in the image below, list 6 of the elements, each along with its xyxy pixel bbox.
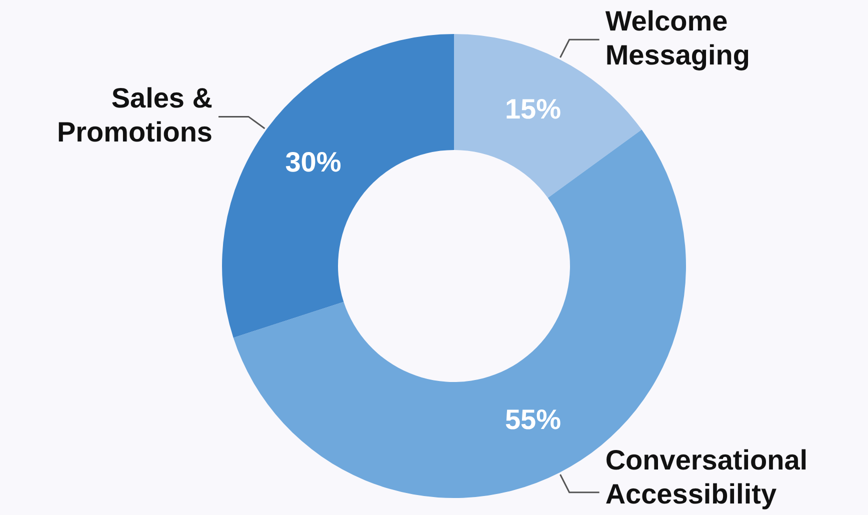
slice-label: Sales & Promotions — [56, 82, 213, 148]
data-label: 30% — [285, 146, 342, 178]
data-label: 15% — [504, 94, 562, 125]
data-label: 55% — [504, 404, 562, 435]
slice-label: Welcome Messaging — [605, 5, 750, 70]
slice-label: Conversational Accessibility — [605, 444, 808, 510]
